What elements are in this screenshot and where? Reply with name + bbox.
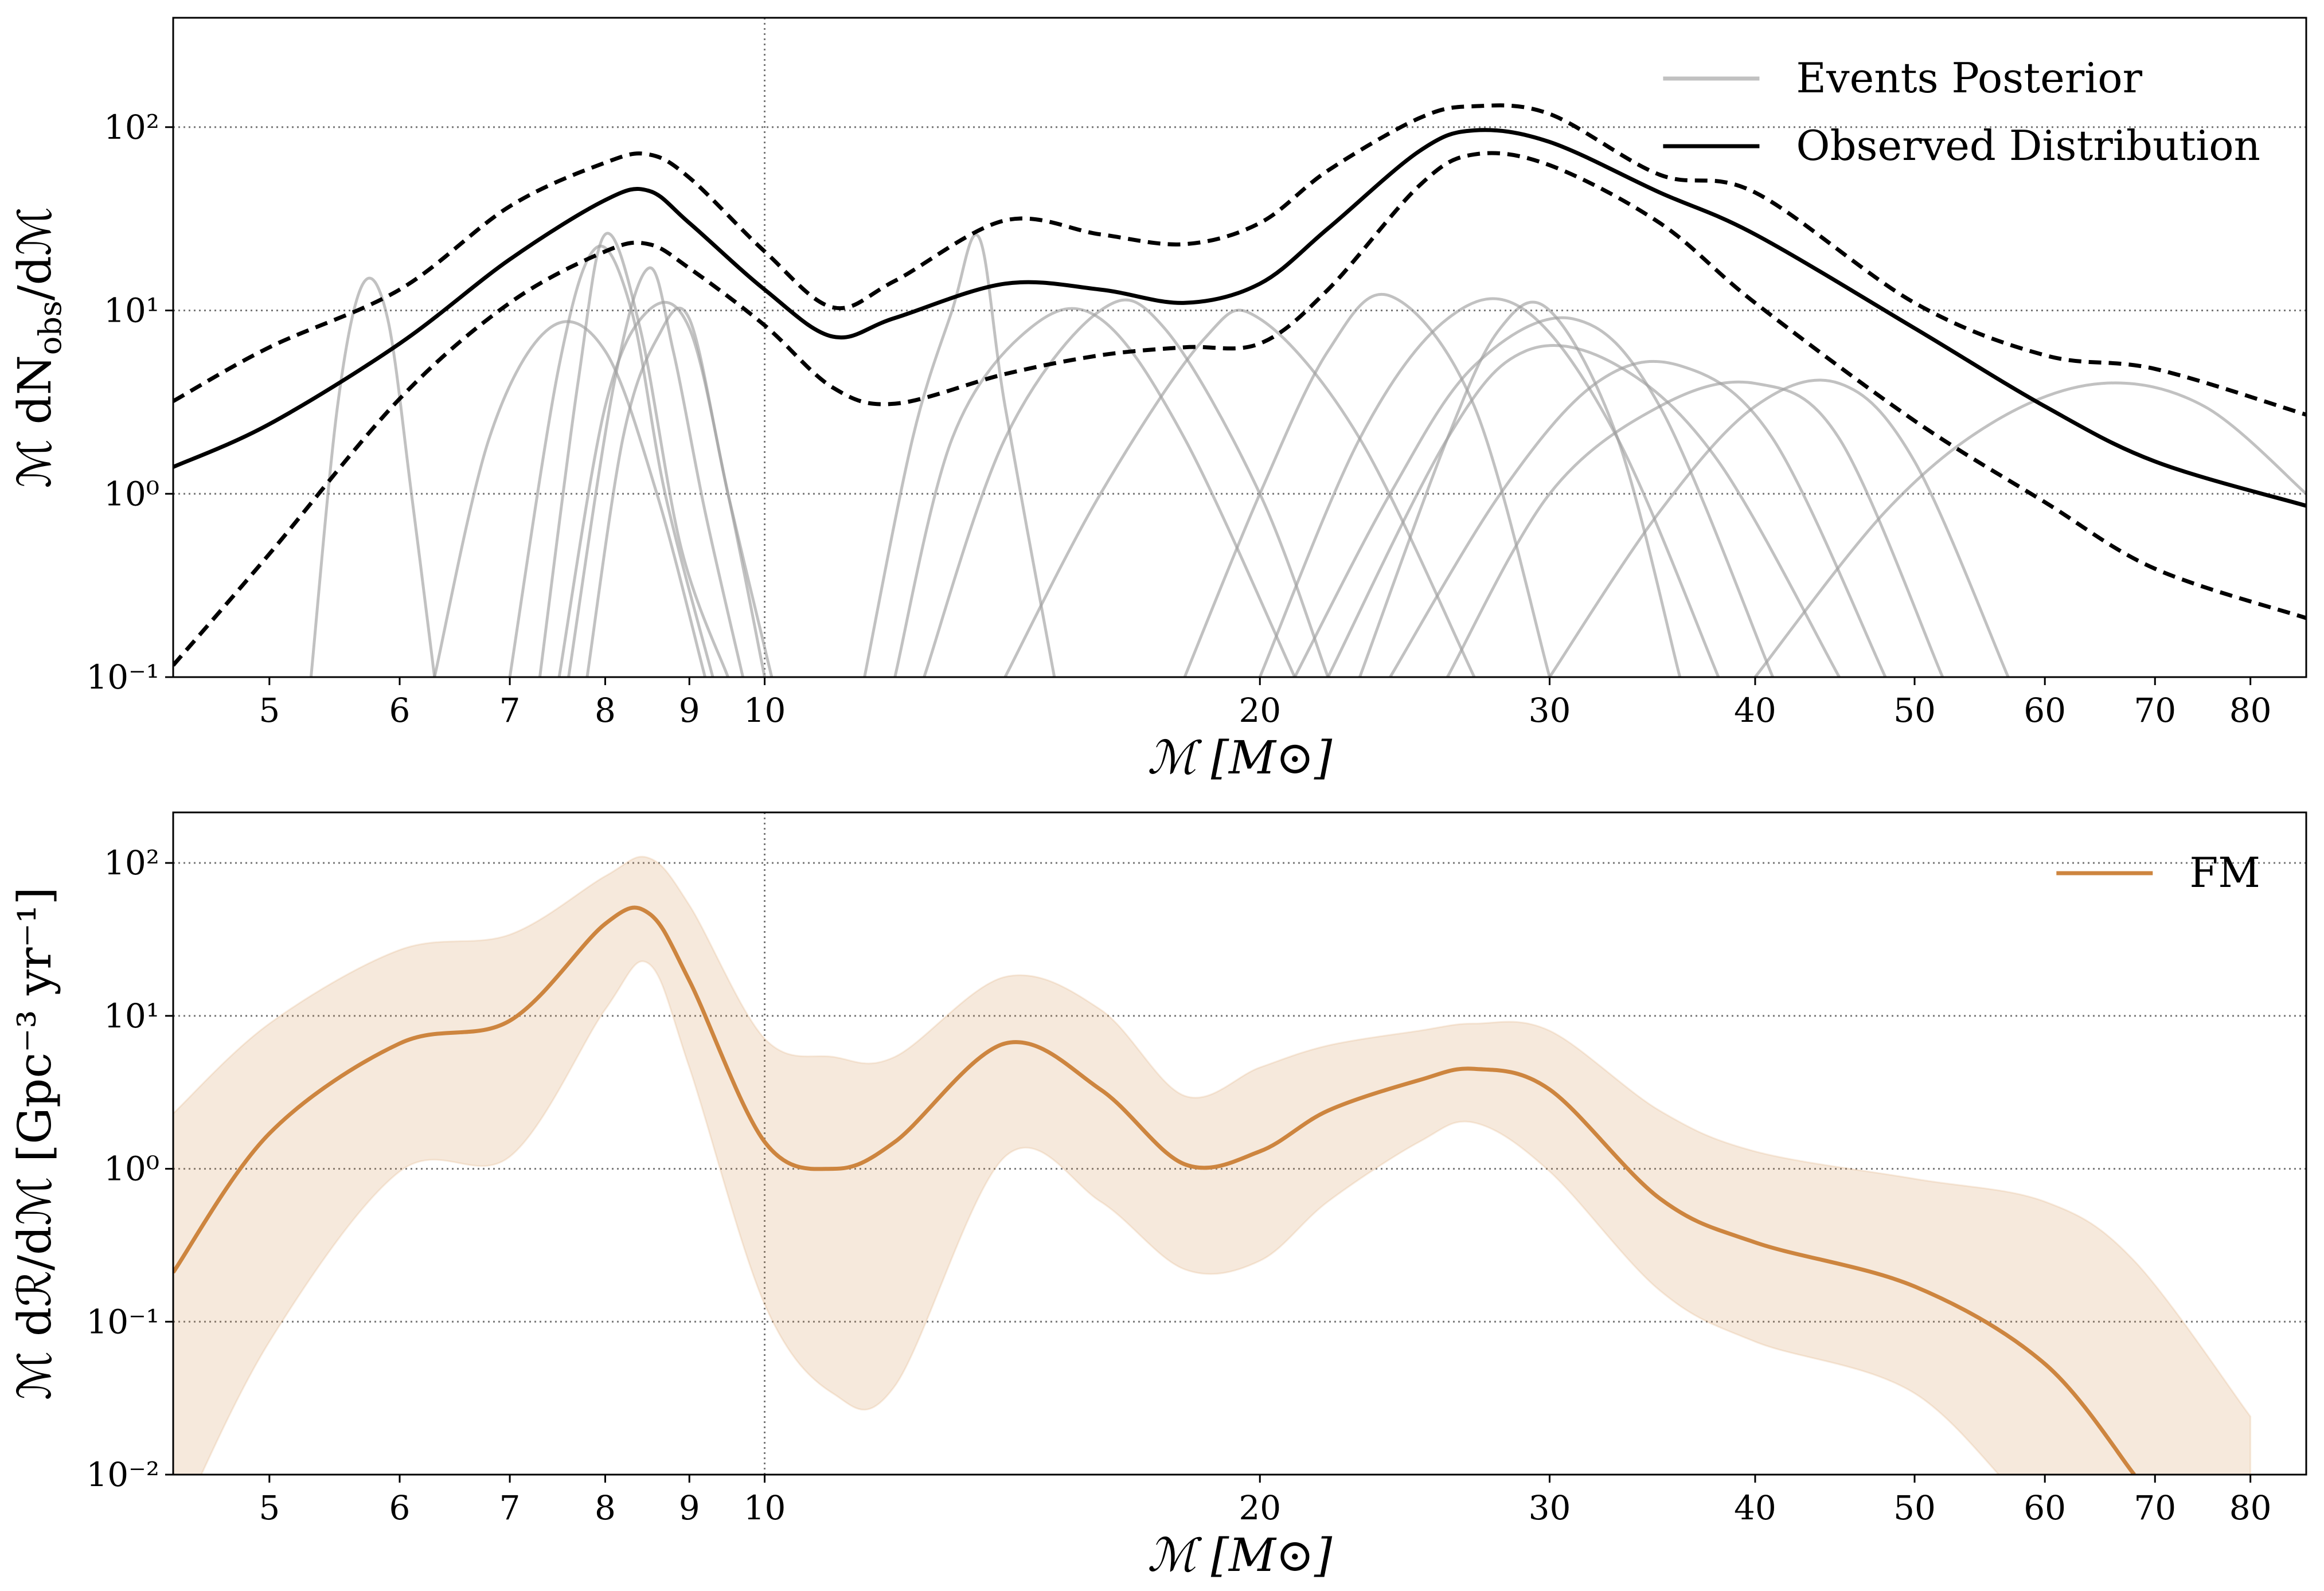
chart: 10⁻¹ 10⁰ 10¹ 10² 5 6 7 8 9 10 20 30 40 50 60 70 80 ℳ [M⊙]…	[8, 17, 2307, 784]
event-posterior-curve	[1358, 300, 1682, 677]
event-posterior-curve	[1389, 359, 1887, 677]
plot-frame	[172, 811, 2307, 1476]
x-tick-label: 5	[259, 1488, 280, 1527]
event-posterior-curve	[538, 232, 729, 677]
y-tick-label: 10⁻²	[86, 1455, 159, 1494]
legend-label: FM	[2189, 849, 2260, 897]
x-tick-label: 20	[1239, 691, 1281, 730]
x-tick-label: 60	[2024, 1488, 2066, 1527]
event-posterior-curve	[1258, 297, 1720, 677]
event-posterior-curve	[433, 320, 707, 677]
event-posterior-curve	[1548, 378, 2010, 677]
x-axis-label: ℳ [M⊙]	[1147, 1529, 1333, 1582]
event-posterior-curve	[1753, 381, 2306, 677]
event-posterior-curve	[893, 307, 1296, 677]
y-axis-label: ℳ dNobs/dℳ	[8, 207, 68, 488]
legend: Events Posterior Observed Distribution	[1663, 54, 2260, 170]
x-tick-label: 7	[499, 1488, 521, 1527]
plot-frame	[172, 17, 2307, 678]
event-posterior-curve	[508, 244, 714, 677]
y-tick-label: 10⁰	[104, 474, 159, 513]
series-line	[173, 905, 2136, 1475]
y-tick-label: 10⁻¹	[86, 1302, 159, 1341]
bound-line	[173, 103, 2306, 417]
x-tick-label: 30	[1529, 691, 1571, 730]
y-axis-label-part: ℳ dN	[8, 355, 61, 488]
y-axis-label-part: obs	[32, 300, 68, 355]
x-tick-label: 10	[744, 691, 786, 730]
x-tick-label: 7	[499, 691, 521, 730]
x-tick-label: 50	[1893, 1488, 1936, 1527]
plot-area	[173, 103, 2306, 677]
event-posterior-curve	[863, 233, 1056, 677]
x-tick-label: 40	[1734, 1488, 1776, 1527]
x-tick-label: 40	[1734, 691, 1776, 730]
x-tick-label: 20	[1239, 1488, 1281, 1527]
x-tick-label: 5	[259, 691, 280, 730]
x-axis-label: ℳ [M⊙]	[1147, 731, 1333, 784]
plot-area	[173, 855, 2252, 1475]
x-tick-label: 70	[2134, 691, 2176, 730]
event-posterior-curve	[923, 298, 1330, 677]
y-tick-label: 10⁰	[104, 1150, 159, 1189]
x-tick-label: 8	[595, 691, 616, 730]
x-tick-label: 9	[679, 691, 700, 730]
event-posterior-curve	[1183, 292, 1551, 677]
x-tick-label: 6	[389, 691, 411, 730]
legend: FM	[2056, 849, 2260, 897]
event-posterior-curve	[1003, 308, 1476, 677]
legend-label: Observed Distribution	[1796, 122, 2260, 170]
y-tick-label: 10⁻¹	[86, 658, 159, 697]
legend-label: Events Posterior	[1796, 54, 2142, 102]
x-tick-label: 10	[744, 1488, 786, 1527]
confidence-band	[173, 855, 2252, 1475]
y-tick-label: 10¹	[104, 996, 159, 1035]
y-tick-label: 10²	[104, 843, 159, 882]
y-axis-label: ℳ dℛ/dℳ [Gpc⁻³ yr⁻¹]	[8, 887, 61, 1400]
x-tick-label: 9	[679, 1488, 700, 1527]
event-posterior-curve	[309, 276, 436, 677]
x-tick-label: 50	[1893, 691, 1936, 730]
x-tick-label: 8	[595, 1488, 616, 1527]
x-tick-label: 30	[1529, 1488, 1571, 1527]
event-posterior-curve	[1446, 380, 1944, 677]
event-posterior-curve	[1326, 344, 1841, 677]
y-tick-label: 10¹	[104, 291, 159, 330]
x-tick-label: 6	[389, 1488, 411, 1527]
event-posterior-curve	[567, 266, 745, 677]
x-tick-label: 60	[2024, 691, 2066, 730]
series-line	[173, 128, 2306, 508]
y-axis-label-part: ℳ dℛ/dℳ [Gpc⁻³ yr⁻¹]	[8, 887, 61, 1400]
event-posterior-curve	[557, 300, 766, 677]
event-posterior-curve	[1293, 316, 1775, 677]
event-posterior-curve	[585, 306, 774, 677]
x-tick-label: 70	[2134, 1488, 2176, 1527]
y-tick-label: 10²	[104, 108, 159, 147]
y-axis-label-part: /dℳ	[8, 207, 61, 301]
x-tick-label: 80	[2229, 1488, 2272, 1527]
chart: 10⁻² 10⁻¹ 10⁰ 10¹ 10² 5 6 7 8 9 10 20 30 40 50 60 70 80 ℳ …	[8, 811, 2307, 1582]
bound-line	[173, 151, 2306, 667]
x-tick-label: 80	[2229, 691, 2272, 730]
